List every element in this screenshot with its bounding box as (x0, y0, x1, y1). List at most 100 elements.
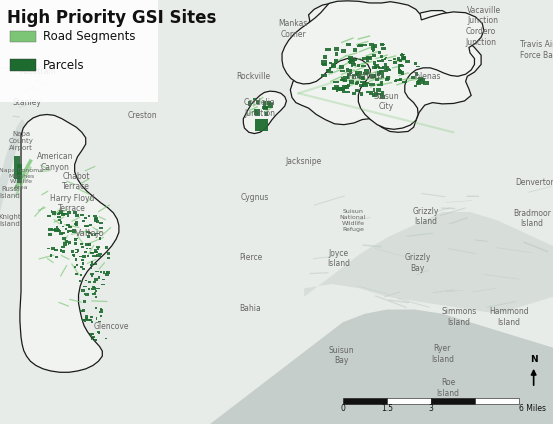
Bar (81, 246, 84, 248)
Text: 3: 3 (429, 404, 433, 413)
Bar (398, 57, 400, 61)
Bar (54, 249, 58, 251)
Text: Hammond
Island: Hammond Island (489, 307, 529, 327)
Bar (63, 213, 67, 215)
Bar (98, 255, 101, 257)
Bar (75, 238, 77, 241)
Bar (14, 156, 20, 179)
Bar (366, 56, 372, 60)
Bar (357, 81, 359, 84)
Bar (51, 247, 55, 250)
Bar (354, 59, 357, 61)
Bar (357, 45, 363, 47)
Bar (268, 103, 273, 108)
Bar (387, 76, 390, 80)
Bar (91, 338, 92, 340)
Bar (75, 221, 78, 223)
Bar (336, 87, 342, 90)
Bar (57, 230, 61, 232)
Bar (322, 87, 326, 90)
Bar (383, 67, 387, 69)
Bar (367, 91, 369, 93)
Bar (69, 241, 71, 244)
Bar (105, 273, 109, 276)
Bar (92, 338, 94, 340)
Bar (255, 112, 260, 116)
Bar (99, 227, 103, 229)
Bar (398, 68, 400, 70)
Bar (87, 293, 90, 295)
Bar (74, 242, 77, 245)
Bar (329, 61, 332, 64)
Bar (80, 243, 83, 245)
Text: Harry Floyd
Terrace: Harry Floyd Terrace (50, 194, 94, 213)
Bar (95, 339, 97, 341)
Bar (373, 44, 377, 48)
Bar (100, 309, 103, 310)
Bar (333, 81, 338, 83)
Bar (381, 91, 384, 93)
Bar (88, 232, 91, 234)
Bar (349, 59, 356, 64)
Bar (414, 85, 417, 87)
Bar (93, 339, 96, 341)
Bar (69, 226, 72, 228)
Bar (339, 87, 345, 91)
Bar (351, 59, 354, 62)
Bar (387, 66, 389, 68)
Polygon shape (304, 212, 553, 314)
Text: Bahia: Bahia (239, 304, 262, 313)
Polygon shape (20, 114, 119, 372)
Bar (418, 77, 422, 81)
Text: Fairfield: Fairfield (347, 72, 383, 81)
Bar (384, 64, 387, 66)
Text: Suisun
Bay: Suisun Bay (329, 346, 354, 365)
Text: 0: 0 (341, 404, 345, 413)
Text: Roe
Island: Roe Island (436, 378, 460, 398)
Bar (384, 69, 388, 73)
Bar (381, 44, 385, 45)
Bar (62, 213, 66, 214)
Bar (58, 229, 60, 231)
Bar (91, 273, 94, 275)
Bar (102, 279, 105, 280)
Bar (254, 111, 258, 114)
Bar (343, 398, 387, 404)
Bar (47, 248, 50, 249)
Bar (95, 296, 97, 298)
Bar (421, 81, 424, 84)
Bar (99, 311, 103, 313)
Bar (98, 276, 100, 279)
Bar (398, 67, 400, 69)
Bar (369, 43, 374, 46)
Bar (60, 249, 62, 252)
Bar (349, 58, 352, 62)
Bar (348, 61, 352, 63)
Bar (253, 98, 257, 100)
Text: Parcels: Parcels (43, 59, 85, 72)
Bar (84, 251, 87, 253)
Text: 6 Miles: 6 Miles (519, 404, 546, 413)
Bar (85, 226, 88, 227)
Text: Ryer
Island: Ryer Island (431, 344, 454, 364)
Bar (58, 212, 60, 213)
Bar (331, 63, 336, 67)
Bar (95, 307, 97, 309)
Bar (91, 274, 93, 277)
Bar (90, 251, 93, 253)
Bar (75, 223, 78, 226)
Bar (75, 238, 79, 239)
Bar (91, 262, 92, 264)
Bar (385, 68, 390, 70)
Bar (96, 287, 100, 289)
Text: Suisun
National
Wildlife
Refuge: Suisun National Wildlife Refuge (340, 209, 366, 232)
Bar (81, 220, 85, 222)
Bar (332, 88, 336, 90)
Text: Cordero
Junction: Cordero Junction (466, 27, 497, 47)
Bar (343, 75, 348, 79)
Bar (89, 319, 92, 321)
Bar (72, 229, 76, 230)
Bar (380, 43, 384, 46)
Bar (337, 87, 342, 91)
Bar (54, 230, 58, 232)
